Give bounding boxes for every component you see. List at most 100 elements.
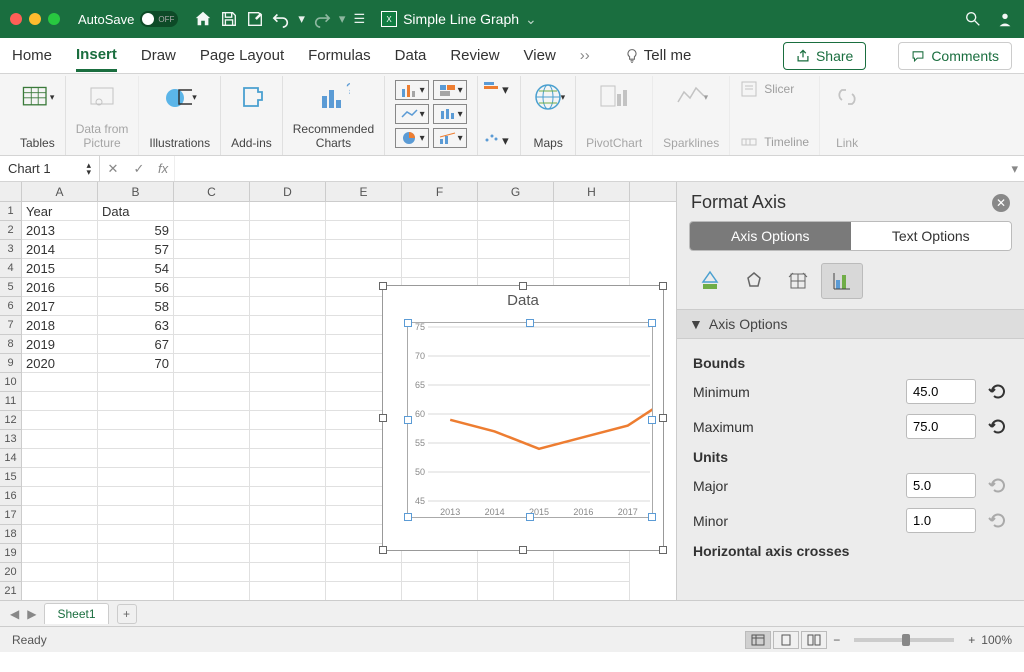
more-tabs-icon[interactable]: ›› <box>580 47 590 64</box>
row-header[interactable]: 10 <box>0 373 22 392</box>
scatter-chart-icon[interactable]: ▾ <box>482 131 516 151</box>
cell[interactable] <box>174 202 250 221</box>
cell[interactable] <box>174 278 250 297</box>
row-header[interactable]: 12 <box>0 411 22 430</box>
cell[interactable] <box>174 335 250 354</box>
enter-icon[interactable]: ✓ <box>126 161 152 177</box>
cell[interactable] <box>174 411 250 430</box>
cell[interactable] <box>98 582 174 600</box>
cell[interactable] <box>174 259 250 278</box>
cell[interactable] <box>250 373 326 392</box>
row-header[interactable]: 17 <box>0 506 22 525</box>
minor-input[interactable] <box>906 508 976 533</box>
cell[interactable] <box>326 221 402 240</box>
cell[interactable] <box>22 487 98 506</box>
cell[interactable] <box>326 202 402 221</box>
cell[interactable]: 58 <box>98 297 174 316</box>
hierarchy-chart-icon[interactable]: ▾ <box>433 80 467 100</box>
cell[interactable] <box>326 582 402 600</box>
comments-button[interactable]: Comments <box>898 42 1012 70</box>
pie-chart-icon[interactable]: ▾ <box>395 128 429 148</box>
cell[interactable] <box>326 259 402 278</box>
section-axis-options[interactable]: ▼ Axis Options <box>677 309 1024 339</box>
cell[interactable] <box>478 582 554 600</box>
cell[interactable] <box>174 563 250 582</box>
cell[interactable] <box>250 278 326 297</box>
cell[interactable] <box>22 373 98 392</box>
redo-dropdown-icon[interactable]: ▾ <box>339 11 346 27</box>
row-header[interactable]: 21 <box>0 582 22 600</box>
account-icon[interactable] <box>996 10 1014 28</box>
undo-icon[interactable] <box>272 10 290 28</box>
cell[interactable] <box>250 487 326 506</box>
cell[interactable] <box>174 373 250 392</box>
sheet-nav-next-icon[interactable]: ▶ <box>27 607 36 621</box>
seg-axis-options[interactable]: Axis Options <box>690 222 851 250</box>
cell[interactable] <box>250 449 326 468</box>
cell[interactable] <box>22 582 98 600</box>
axis-options-icon[interactable] <box>821 263 863 299</box>
name-box[interactable]: Chart 1▴▾ <box>0 156 100 181</box>
cell[interactable]: 56 <box>98 278 174 297</box>
row-header[interactable]: 19 <box>0 544 22 563</box>
cell[interactable] <box>402 240 478 259</box>
cell[interactable] <box>98 544 174 563</box>
autosave-toggle[interactable]: AutoSave OFF <box>78 11 178 27</box>
redo-icon[interactable] <box>313 10 331 28</box>
cell[interactable] <box>98 430 174 449</box>
cell[interactable] <box>250 297 326 316</box>
cell[interactable]: 2020 <box>22 354 98 373</box>
formula-input[interactable] <box>174 156 1005 181</box>
cell[interactable] <box>402 221 478 240</box>
cell[interactable] <box>554 259 630 278</box>
cell[interactable] <box>250 544 326 563</box>
cell[interactable] <box>174 240 250 259</box>
cell[interactable] <box>554 221 630 240</box>
cell[interactable]: 59 <box>98 221 174 240</box>
more-charts-group[interactable]: ▾ ▾ <box>478 76 521 155</box>
cell[interactable] <box>98 563 174 582</box>
reset-max-icon[interactable] <box>988 417 1008 437</box>
new-sheet-button[interactable]: + <box>117 604 137 624</box>
row-header[interactable]: 7 <box>0 316 22 335</box>
cell[interactable] <box>174 297 250 316</box>
zoom-out-icon[interactable]: − <box>833 633 840 647</box>
min-input[interactable] <box>906 379 976 404</box>
column-header[interactable]: F <box>402 182 478 201</box>
close-icon[interactable] <box>10 13 22 25</box>
undo-dropdown-icon[interactable]: ▾ <box>298 11 305 27</box>
cell[interactable] <box>174 392 250 411</box>
cell[interactable] <box>250 430 326 449</box>
combo-chart-icon[interactable]: ▾ <box>433 128 467 148</box>
cell[interactable] <box>98 373 174 392</box>
cell[interactable] <box>174 430 250 449</box>
cell[interactable]: 54 <box>98 259 174 278</box>
cell[interactable]: 70 <box>98 354 174 373</box>
cell[interactable] <box>250 392 326 411</box>
column-header[interactable]: H <box>554 182 630 201</box>
cell[interactable] <box>250 316 326 335</box>
chart-plot-area[interactable]: 4550556065707520132014201520162017 <box>407 322 653 518</box>
tab-formulas[interactable]: Formulas <box>308 41 371 70</box>
tables-group[interactable]: ▾ Tables <box>10 76 66 155</box>
view-page-layout-icon[interactable] <box>773 631 799 649</box>
cell[interactable]: 2019 <box>22 335 98 354</box>
tell-me-search[interactable]: Tell me <box>624 47 692 64</box>
row-header[interactable]: 3 <box>0 240 22 259</box>
cell[interactable] <box>22 563 98 582</box>
sheet-nav-prev-icon[interactable]: ◀ <box>10 607 19 621</box>
cell[interactable]: Data <box>98 202 174 221</box>
tab-page-layout[interactable]: Page Layout <box>200 41 284 70</box>
tab-home[interactable]: Home <box>12 41 52 70</box>
row-header[interactable]: 2 <box>0 221 22 240</box>
cell[interactable] <box>554 202 630 221</box>
cell[interactable]: 2018 <box>22 316 98 335</box>
cell[interactable] <box>174 221 250 240</box>
row-header[interactable]: 8 <box>0 335 22 354</box>
qat-customize-icon[interactable]: ☰ <box>353 11 365 27</box>
row-header[interactable]: 6 <box>0 297 22 316</box>
zoom-in-icon[interactable]: + <box>968 633 975 647</box>
select-all-corner[interactable] <box>0 182 22 201</box>
cell[interactable] <box>478 240 554 259</box>
illustrations-group[interactable]: ▾ Illustrations <box>139 76 221 155</box>
